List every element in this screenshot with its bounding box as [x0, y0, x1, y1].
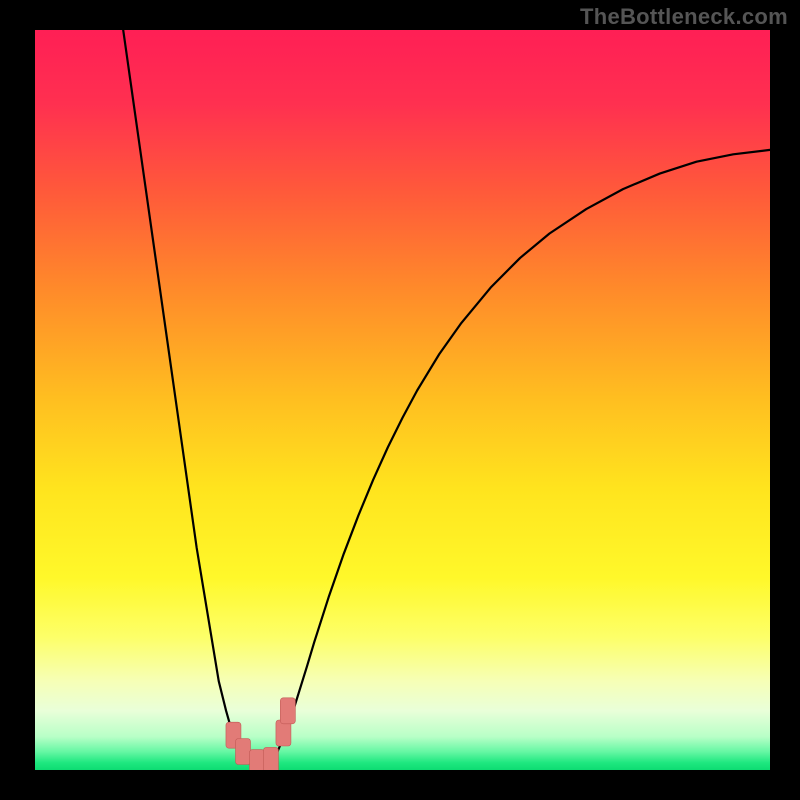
- chart-svg: [35, 30, 770, 770]
- chart-background: [35, 30, 770, 770]
- watermark-text: TheBottleneck.com: [580, 4, 788, 30]
- curve-marker: [236, 739, 251, 765]
- outer-frame: TheBottleneck.com: [0, 0, 800, 800]
- curve-marker: [249, 750, 264, 770]
- plot-area: [35, 30, 770, 770]
- curve-marker: [263, 747, 278, 770]
- curve-marker: [280, 698, 295, 724]
